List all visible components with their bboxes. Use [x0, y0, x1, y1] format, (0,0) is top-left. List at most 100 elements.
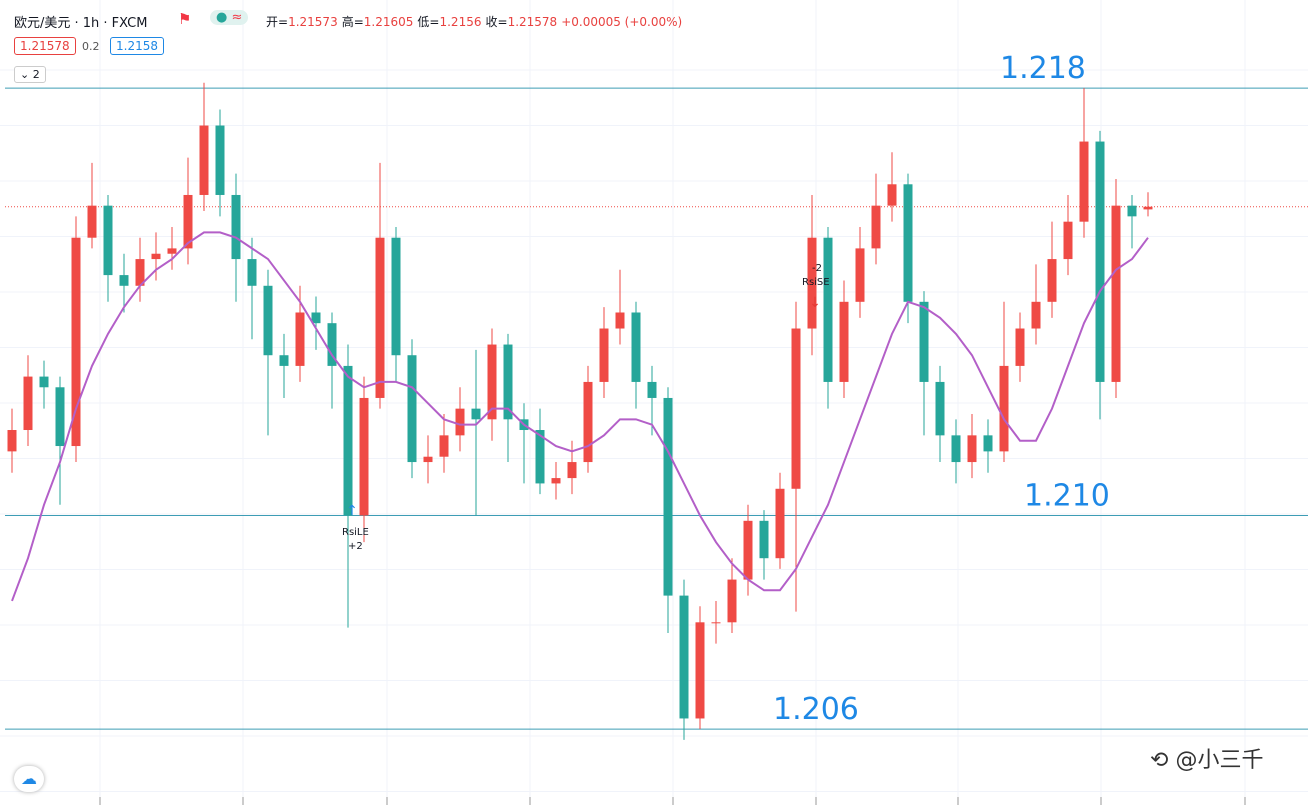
status-icon[interactable]: ● ≈ — [210, 10, 249, 25]
change: +0.00005 (+0.00%) — [561, 15, 683, 29]
candle-body — [567, 462, 577, 479]
candle-body — [759, 520, 769, 559]
candle-body — [999, 365, 1009, 452]
candle-body — [727, 579, 737, 623]
candle-body — [375, 237, 385, 398]
candle-body — [359, 397, 369, 516]
candle-body — [87, 205, 97, 238]
candle-body — [1143, 206, 1153, 210]
candle-body — [1127, 205, 1137, 217]
moving-average — [11, 231, 1149, 602]
candle-body — [711, 622, 721, 624]
candle-body — [215, 125, 225, 195]
candle-body — [1095, 141, 1105, 382]
signal-arrow: ↓ — [809, 295, 821, 311]
candle-body — [327, 323, 337, 366]
candle-body — [887, 184, 897, 206]
candle-body — [1015, 328, 1025, 366]
ohlc-value: 1.2156 — [439, 15, 482, 29]
candle-body — [951, 435, 961, 463]
candle-body — [295, 312, 305, 366]
candle-body — [663, 397, 673, 596]
candle-body — [39, 376, 49, 388]
signal-qty: +2 — [348, 541, 363, 552]
candle-body — [695, 622, 705, 719]
candle-body — [967, 435, 977, 463]
ohlc-label: 开 — [266, 15, 279, 29]
candle-body — [551, 478, 561, 484]
level-label: 1.218 — [1000, 51, 1086, 86]
candle-body — [55, 387, 65, 447]
candle-body — [439, 435, 449, 457]
candle-body — [1079, 141, 1089, 222]
ohlc-label: 收 — [485, 15, 498, 29]
signal-arrow: ↑ — [346, 503, 358, 519]
candle-body — [391, 237, 401, 356]
candle-body — [311, 312, 321, 324]
candle-body — [231, 194, 241, 260]
ohlc-value: 1.21578 — [507, 15, 558, 29]
level-label: 1.210 — [1024, 478, 1110, 513]
signal-label: RsiLE — [342, 527, 369, 538]
candle-body — [871, 205, 881, 249]
ohlc-label: 低 — [417, 15, 430, 29]
candle-body — [599, 328, 609, 382]
flag-icon[interactable]: ⚑ — [178, 10, 192, 28]
candle-body — [199, 125, 209, 195]
candle-body — [471, 408, 481, 420]
candle-body — [167, 248, 177, 254]
level-label: 1.206 — [773, 692, 859, 727]
candle-body — [119, 275, 129, 286]
candle-body — [455, 408, 465, 436]
candle-body — [343, 365, 353, 516]
watermark-text: @小三千 — [1175, 748, 1264, 773]
candle-body — [791, 328, 801, 489]
ohlc-legend: 开=1.21573 高=1.21605 低=1.2156 收=1.21578 +0.00… — [266, 15, 683, 29]
signal-qty: -2 — [812, 263, 822, 274]
candle-body — [7, 430, 17, 452]
signal-label: RsiSE — [802, 277, 830, 288]
candle-body — [503, 344, 513, 420]
candle-body — [151, 253, 161, 260]
candle-body — [1047, 259, 1057, 302]
candle-body — [615, 312, 625, 329]
candle-body — [71, 237, 81, 447]
bid-button[interactable]: 1.21578 — [14, 37, 76, 55]
candle-body — [743, 520, 753, 580]
candle-body — [807, 237, 817, 329]
candle-body — [247, 259, 257, 286]
candle-body — [679, 595, 689, 719]
candle-body — [839, 301, 849, 382]
watermark: ⟲ @小三千 — [1150, 748, 1264, 773]
candle-body — [487, 344, 497, 420]
candle-body — [135, 259, 145, 286]
candle-body — [103, 205, 113, 276]
ask-button[interactable]: 1.2158 — [110, 37, 164, 55]
indicator-count: 2 — [32, 68, 40, 81]
candle-body — [263, 285, 273, 356]
candle-body — [647, 381, 657, 398]
candle-body — [775, 488, 785, 559]
candle-body — [631, 312, 641, 382]
candle-body — [407, 355, 417, 463]
ohlc-value: 1.21605 — [363, 15, 414, 29]
ohlc-label: 高 — [341, 15, 354, 29]
symbol-title: 欧元/美元 · 1h · FXCM — [14, 16, 148, 31]
logo-button[interactable]: ☁ — [14, 766, 44, 792]
spread: 0.2 — [82, 40, 100, 53]
candle-body — [183, 194, 193, 249]
candle-body — [903, 184, 913, 302]
candle-body — [583, 381, 593, 463]
ohlc-value: 1.21573 — [288, 15, 338, 29]
candle-body — [935, 381, 945, 436]
candle-body — [823, 237, 833, 382]
candle-body — [855, 248, 865, 302]
candle-body — [919, 301, 929, 382]
candle-body — [983, 435, 993, 452]
candle-body — [279, 355, 289, 366]
candle-body — [535, 430, 545, 484]
candle-body — [1063, 221, 1073, 260]
indicator-toggle[interactable]: ⌄ 2 — [14, 66, 46, 83]
